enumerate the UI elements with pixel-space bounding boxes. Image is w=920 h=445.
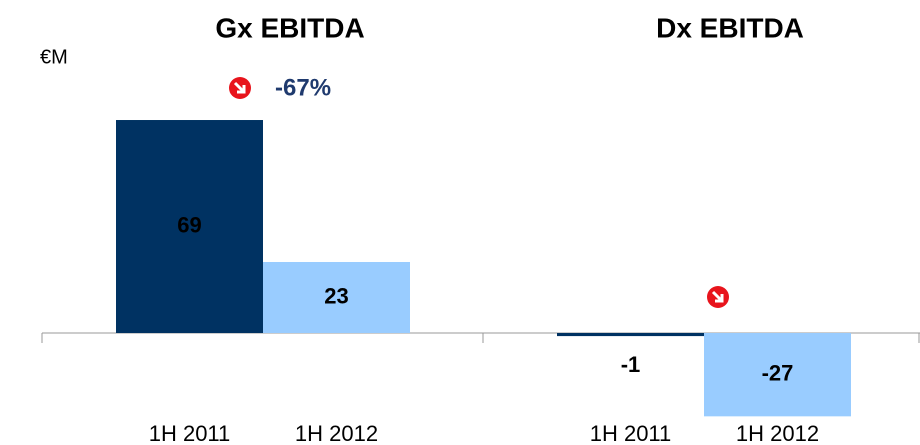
value-label: -1	[621, 352, 641, 377]
annotation: -67%	[275, 74, 331, 101]
x-tick-label: 1H 2012	[295, 421, 378, 445]
value-label: -27	[762, 360, 794, 385]
bar	[116, 120, 263, 334]
down-icon	[229, 77, 251, 99]
bar	[263, 262, 410, 333]
x-tick-label: 1H 2011	[590, 421, 672, 445]
chart-title: Dx EBITDA	[656, 12, 804, 43]
down-icon	[707, 286, 729, 308]
value-label: 23	[324, 283, 348, 308]
value-label: 69	[177, 212, 201, 237]
x-tick-label: 1H 2012	[736, 421, 819, 445]
chart-title: Gx EBITDA	[215, 12, 364, 43]
bar	[704, 333, 851, 417]
bar	[557, 333, 704, 337]
x-tick-label: 1H 2011	[149, 421, 231, 445]
unit-label: €M	[40, 46, 68, 68]
